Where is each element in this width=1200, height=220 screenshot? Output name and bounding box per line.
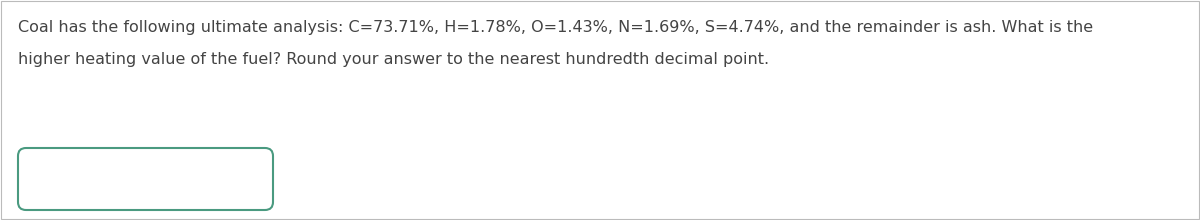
FancyBboxPatch shape <box>18 148 274 210</box>
Text: Coal has the following ultimate analysis: C=73.71%, H=1.78%, O=1.43%, N=1.69%, S: Coal has the following ultimate analysis… <box>18 20 1093 35</box>
Text: higher heating value of the fuel? Round your answer to the nearest hundredth dec: higher heating value of the fuel? Round … <box>18 52 769 67</box>
